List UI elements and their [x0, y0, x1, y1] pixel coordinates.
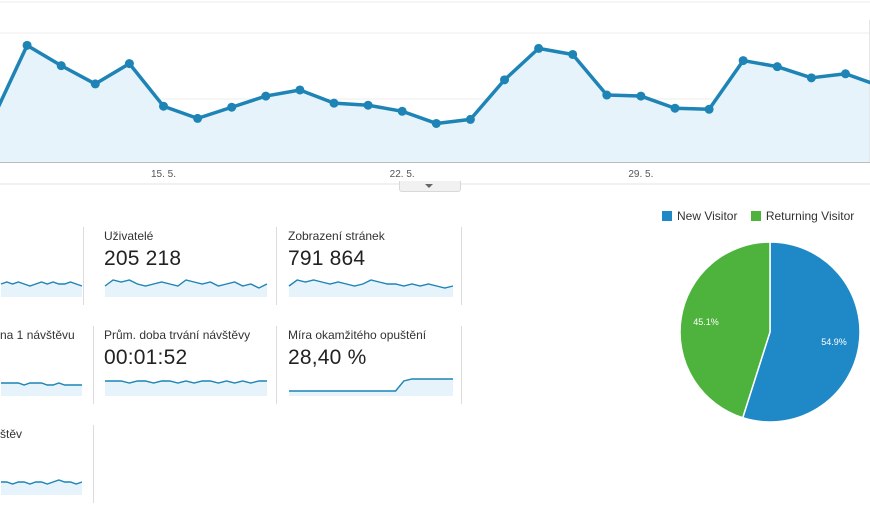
- data-point[interactable]: [636, 91, 646, 101]
- visitor-type-pie-chart: 54.9% 45.1%: [679, 241, 861, 423]
- pie-slice-returning-visitor[interactable]: [679, 241, 771, 419]
- pie-slice-label: 45.1%: [693, 317, 719, 327]
- data-point[interactable]: [295, 85, 305, 95]
- sparkline-area: [1, 282, 82, 297]
- metric-avg-session-duration[interactable]: Prům. doba trvání návštěvy 00:01:52: [104, 326, 277, 404]
- legend-item-returning-visitor[interactable]: Returning Visitor: [750, 209, 855, 223]
- sparkline-area: [105, 280, 267, 297]
- chart-collapse-toggle[interactable]: [399, 181, 461, 192]
- data-point[interactable]: [397, 106, 407, 116]
- data-point[interactable]: [193, 113, 203, 123]
- metric-label: na 1 návštěvu: [0, 328, 75, 342]
- data-point[interactable]: [363, 100, 373, 110]
- legend-swatch: [750, 211, 761, 221]
- legend-label: Returning Visitor: [765, 209, 855, 223]
- data-point[interactable]: [22, 40, 32, 50]
- data-point[interactable]: [329, 98, 339, 108]
- pie-legend: New Visitor Returning Visitor: [662, 209, 864, 223]
- data-point[interactable]: [465, 114, 475, 124]
- sparkline-line: [1, 479, 83, 485]
- sparkline-area: [289, 379, 453, 396]
- metric-value: 791 864: [288, 247, 366, 270]
- data-point[interactable]: [670, 103, 680, 113]
- sparkline-area: [1, 480, 82, 495]
- metric-label: Prům. doba trvání návštěvy: [104, 328, 251, 342]
- metric-sparkline: [105, 380, 267, 396]
- pie-slice-new-visitor[interactable]: [741, 241, 861, 423]
- metric-sparkline: [289, 378, 453, 396]
- metric-sparkline: [1, 382, 82, 396]
- series-area: [0, 45, 870, 162]
- metric-label: Míra okamžitého opuštění: [288, 328, 427, 342]
- sparkline-area: [1, 383, 82, 396]
- legend-label: New Visitor: [677, 209, 738, 223]
- metric-label: Zobrazení stránek: [288, 229, 385, 243]
- sparkline-line: [289, 378, 453, 392]
- data-point[interactable]: [568, 49, 578, 59]
- metric-users[interactable]: Uživatelé 205 218: [104, 227, 277, 305]
- x-tick-label: 29. 5.: [628, 169, 653, 180]
- data-point[interactable]: [124, 59, 134, 69]
- metric-bounce-rate[interactable]: Míra okamžitého opuštění 28,40 %: [288, 326, 462, 404]
- x-tick-label: 15. 5.: [151, 169, 176, 180]
- sparkline-area: [289, 280, 453, 297]
- sparkline-area: [105, 381, 267, 396]
- sparkline-line: [288, 279, 454, 289]
- sessions-line-chart: 15. 5. 22. 5. 29. 5.: [0, 1, 870, 185]
- sparkline-line: [104, 279, 268, 289]
- metric-sessions[interactable]: 5: [0, 227, 84, 305]
- data-point[interactable]: [534, 43, 544, 53]
- legend-item-new-visitor[interactable]: New Visitor: [662, 209, 737, 223]
- metric-value: 205 218: [104, 247, 182, 270]
- legend-swatch: [662, 211, 672, 221]
- metric-sparkline: [1, 479, 83, 495]
- data-point[interactable]: [90, 79, 100, 89]
- metric-label: štěv: [0, 427, 23, 441]
- metric-value: 28,40 %: [288, 346, 367, 369]
- data-point[interactable]: [704, 104, 714, 114]
- data-point[interactable]: [806, 73, 816, 83]
- data-point[interactable]: [500, 75, 509, 85]
- metric-value: 00:01:52: [104, 346, 188, 369]
- metric-sparkline: [104, 279, 268, 297]
- sparkline-line: [1, 382, 82, 386]
- chevron-down-icon: [425, 184, 433, 188]
- data-point[interactable]: [431, 118, 441, 128]
- sparkline-line: [0, 281, 83, 287]
- metric-sparkline: [0, 281, 83, 297]
- metric-label: Uživatelé: [104, 229, 154, 243]
- metric-pages-per-session[interactable]: na 1 návštěvu: [0, 326, 94, 404]
- data-point[interactable]: [772, 62, 782, 72]
- data-point[interactable]: [841, 69, 850, 79]
- metric-new-sessions[interactable]: štěv: [0, 425, 94, 503]
- metric-pageviews[interactable]: Zobrazení stránek 791 864: [288, 227, 462, 305]
- metric-sparkline: [288, 279, 454, 297]
- data-point[interactable]: [227, 102, 237, 112]
- data-point[interactable]: [602, 90, 612, 100]
- data-point[interactable]: [159, 101, 168, 111]
- data-point[interactable]: [261, 91, 271, 101]
- data-point[interactable]: [56, 61, 66, 71]
- pie-slice-label: 54.9%: [821, 337, 847, 347]
- data-point[interactable]: [738, 56, 748, 66]
- sparkline-line: [105, 380, 267, 384]
- x-tick-label: 22. 5.: [390, 169, 415, 180]
